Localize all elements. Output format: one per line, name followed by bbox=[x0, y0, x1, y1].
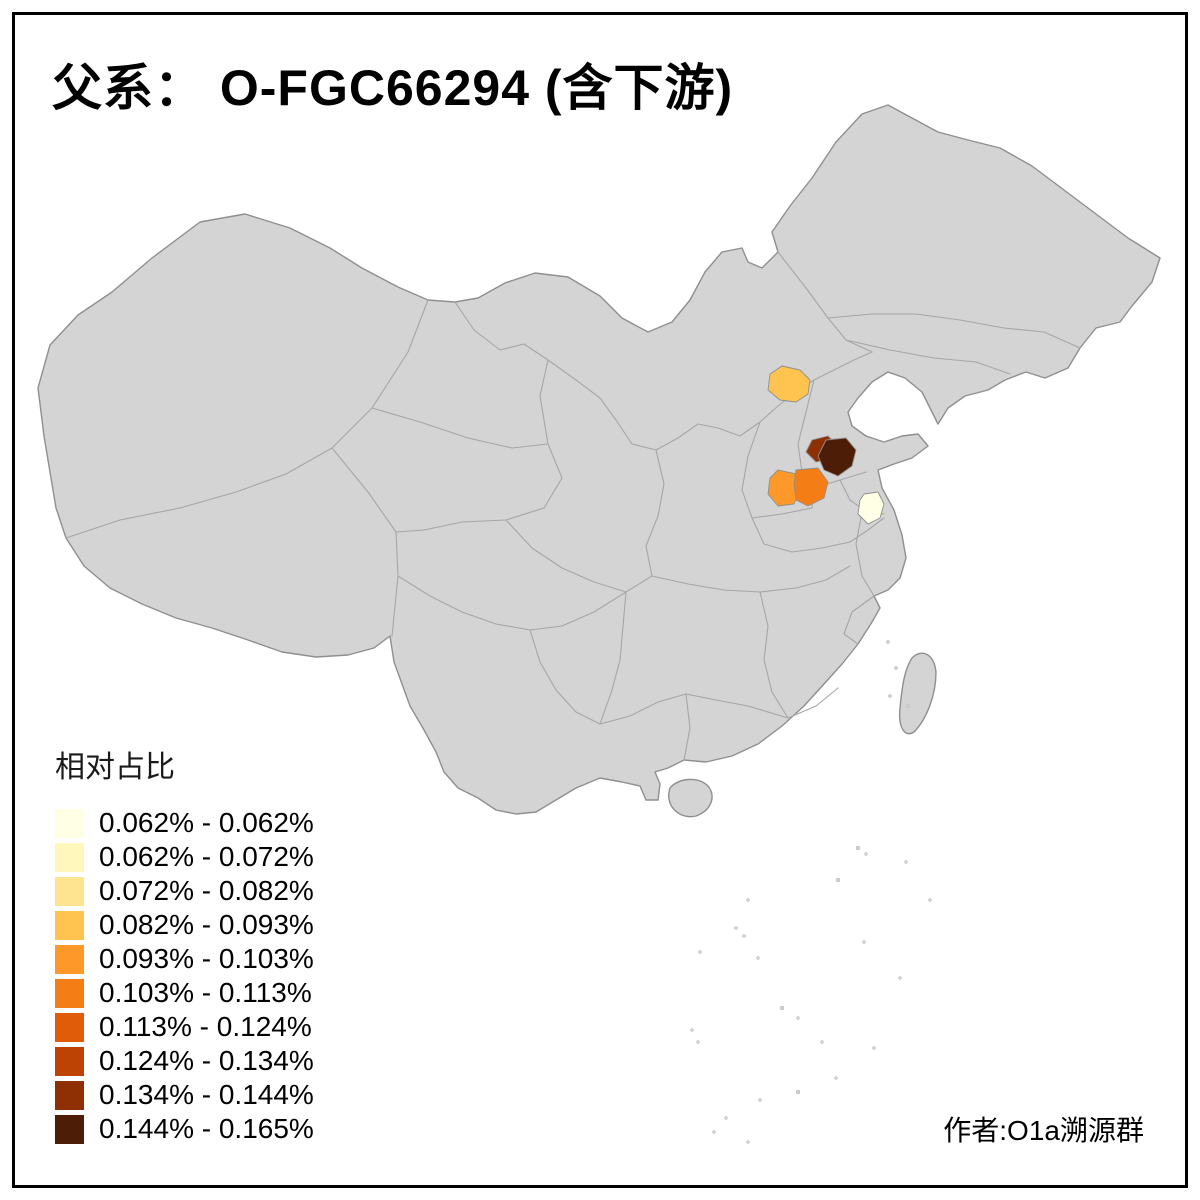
legend-item: 0.113% - 0.124% bbox=[55, 1010, 314, 1044]
legend-item: 0.103% - 0.113% bbox=[55, 976, 314, 1010]
province-borders bbox=[65, 251, 1081, 761]
legend-item-label: 0.072% - 0.082% bbox=[99, 875, 314, 906]
legend-item-label: 0.144% - 0.165% bbox=[99, 1113, 314, 1144]
legend-title: 相对占比 bbox=[55, 751, 175, 784]
legend-swatch bbox=[55, 808, 84, 838]
china-landmass bbox=[37, 104, 1161, 818]
legend-swatch bbox=[55, 1080, 84, 1110]
highlight-region-1 bbox=[767, 365, 811, 403]
legend-swatch bbox=[55, 978, 84, 1008]
plot-title: 父系： O-FGC66294 (含下游) bbox=[52, 60, 734, 116]
legend-item: 0.062% - 0.072% bbox=[55, 840, 314, 874]
south-china-sea-islands bbox=[690, 640, 932, 1144]
legend-item: 0.124% - 0.134% bbox=[55, 1044, 314, 1078]
legend-item-label: 0.082% - 0.093% bbox=[99, 909, 314, 940]
highlight-region-6 bbox=[857, 491, 885, 525]
legend-item-label: 0.062% - 0.062% bbox=[99, 807, 314, 838]
author-credit: 作者:O1a溯源群 bbox=[943, 1115, 1144, 1146]
highlighted-regions bbox=[767, 365, 885, 525]
highlight-region-3 bbox=[793, 467, 829, 507]
taiwan-island bbox=[898, 652, 937, 735]
legend-item: 0.144% - 0.165% bbox=[55, 1112, 314, 1146]
legend-item-label: 0.124% - 0.134% bbox=[99, 1045, 314, 1076]
legend-item-label: 0.134% - 0.144% bbox=[99, 1079, 314, 1110]
legend-swatch bbox=[55, 944, 84, 974]
legend-item: 0.093% - 0.103% bbox=[55, 942, 314, 976]
legend-swatch bbox=[55, 1114, 84, 1144]
legend-item-label: 0.103% - 0.113% bbox=[99, 977, 312, 1008]
legend-swatch bbox=[55, 876, 84, 906]
legend-swatch bbox=[55, 910, 84, 940]
legend-items: 0.062% - 0.062% 0.062% - 0.072% 0.072% -… bbox=[55, 806, 314, 1146]
legend-item: 0.072% - 0.082% bbox=[55, 874, 314, 908]
legend-swatch bbox=[55, 1012, 84, 1042]
highlight-region-5 bbox=[817, 437, 857, 477]
legend-swatch bbox=[55, 842, 84, 872]
legend: 相对占比 0.062% - 0.062% 0.062% - 0.072% 0.0… bbox=[55, 750, 314, 1146]
legend-item-label: 0.062% - 0.072% bbox=[99, 841, 314, 872]
legend-item: 0.134% - 0.144% bbox=[55, 1078, 314, 1112]
legend-item: 0.062% - 0.062% bbox=[55, 806, 314, 840]
legend-item-label: 0.113% - 0.124% bbox=[99, 1011, 312, 1042]
legend-item-label: 0.093% - 0.103% bbox=[99, 943, 314, 974]
china-mainland bbox=[37, 104, 1161, 815]
hainan-island bbox=[668, 778, 713, 818]
legend-item: 0.082% - 0.093% bbox=[55, 908, 314, 942]
legend-swatch bbox=[55, 1046, 84, 1076]
